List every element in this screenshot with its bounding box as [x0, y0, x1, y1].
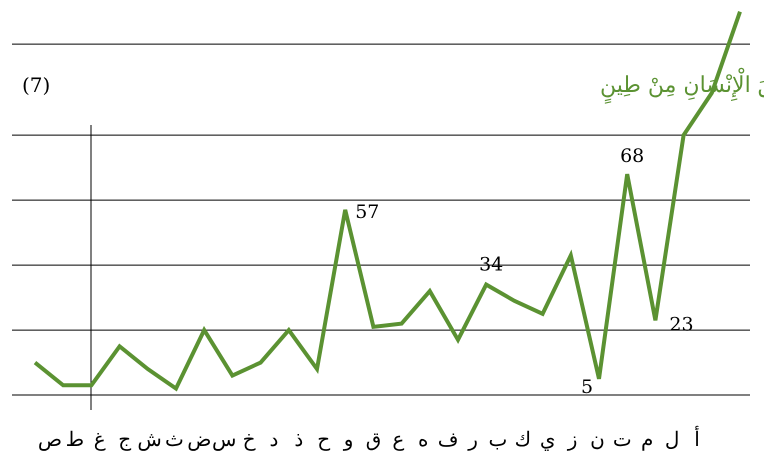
x-tick-label: ن — [590, 427, 605, 451]
x-tick-label: ل — [665, 427, 680, 451]
data-label: 34 — [479, 254, 503, 276]
x-tick-label: ذ — [294, 427, 303, 451]
x-tick-label: ط — [66, 427, 85, 451]
x-tick-label: ث — [165, 427, 184, 451]
x-tick-label: غ — [94, 427, 106, 451]
x-tick-label: و — [343, 427, 354, 451]
x-tick-label: ي — [540, 427, 556, 451]
data-label: 57 — [355, 201, 379, 223]
data-line — [33, 11, 742, 392]
x-tick-label: ع — [392, 427, 404, 451]
x-tick-label: ش — [137, 427, 161, 451]
x-tick-label: س — [212, 427, 236, 451]
x-tick-label: ت — [613, 427, 632, 451]
data-label: 5 — [581, 376, 593, 398]
x-tick-label: ف — [438, 427, 459, 451]
x-tick-label: ه — [418, 427, 428, 451]
verse-number: (7) — [22, 73, 50, 97]
x-tick-label: ص — [38, 427, 62, 451]
chart-title: الَّذِي أَحْسَنَ كُلَّ شَيْءٍ خَلَقَهُ و… — [600, 65, 764, 104]
x-tick-label: د — [270, 427, 279, 451]
x-tick-label: ج — [118, 427, 131, 451]
x-tick-label: ض — [187, 427, 211, 451]
x-tick-label: ق — [366, 427, 382, 451]
x-tick-label: أ — [694, 425, 700, 451]
x-tick-label: ب — [489, 427, 508, 451]
x-tick-label: ك — [515, 427, 531, 451]
x-tick-label: م — [641, 427, 653, 451]
x-tick-label: ر — [467, 427, 478, 451]
x-tick-label: ح — [317, 427, 330, 451]
x-tick-label: ز — [567, 427, 578, 451]
data-label: 68 — [620, 145, 644, 167]
data-label: 23 — [669, 313, 693, 335]
x-tick-label: خ — [243, 427, 256, 451]
